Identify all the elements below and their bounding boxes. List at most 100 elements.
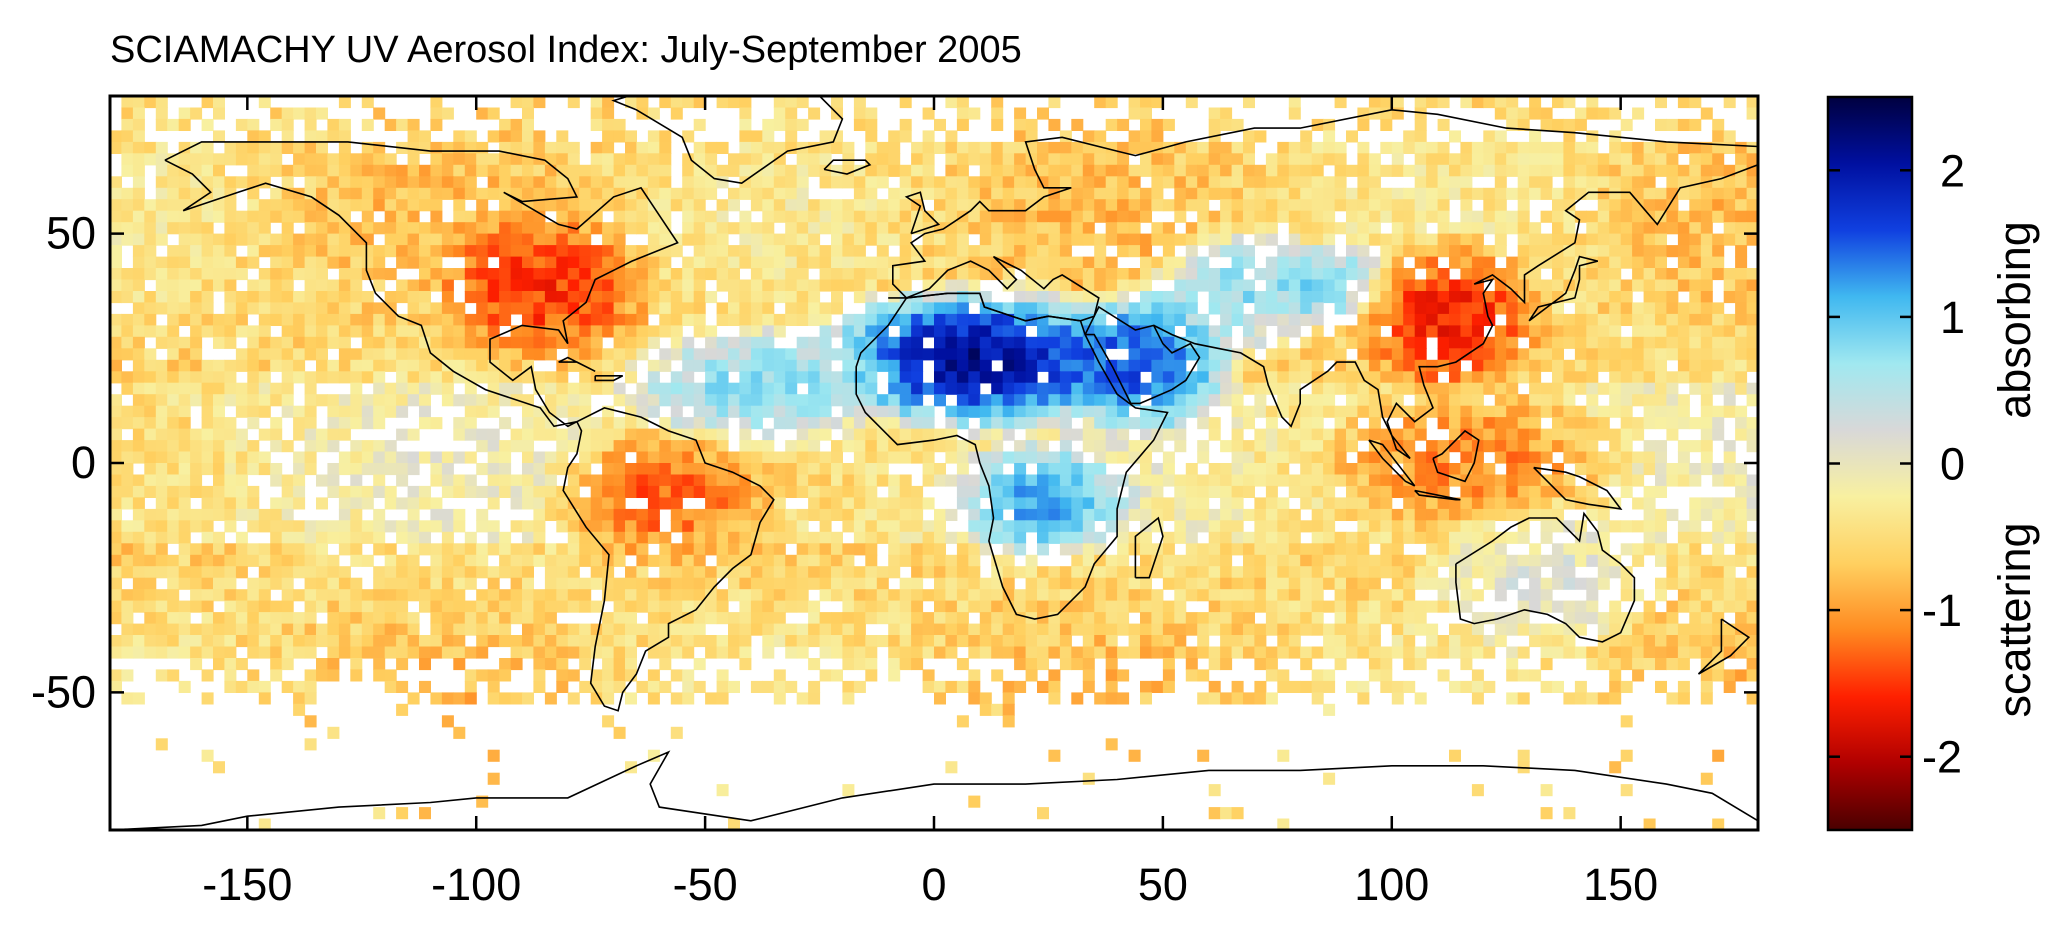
heat-cell	[1174, 210, 1187, 223]
heat-cell	[750, 359, 763, 372]
heat-cell	[293, 428, 306, 441]
heat-cell	[190, 279, 203, 292]
heat-cell	[808, 141, 821, 154]
heat-cell	[1735, 428, 1748, 441]
heat-cell	[1586, 325, 1599, 338]
heat-cell	[132, 325, 145, 338]
heat-cell	[1643, 508, 1656, 521]
heat-cell	[1414, 153, 1427, 166]
heat-cell	[1449, 130, 1461, 143]
heat-cell	[224, 245, 237, 258]
heat-cell	[155, 566, 168, 579]
heat-cell	[1540, 520, 1553, 533]
heat-cell	[1094, 291, 1107, 304]
heat-cell	[1391, 222, 1404, 235]
heat-cell	[1094, 199, 1107, 212]
heat-cell	[1517, 245, 1530, 258]
heat-cell	[247, 256, 260, 269]
heat-cell	[453, 130, 466, 143]
heat-cell	[968, 371, 981, 384]
heat-cell	[1380, 566, 1393, 579]
heat-cell	[350, 371, 363, 384]
heat-cell	[739, 417, 752, 430]
heat-cell	[201, 405, 214, 418]
heat-cell	[1311, 417, 1324, 430]
heat-cell	[1609, 451, 1622, 464]
heat-cell	[556, 210, 569, 223]
heat-cell	[842, 313, 855, 326]
heat-cell	[1300, 554, 1313, 567]
heat-cell	[1563, 336, 1576, 349]
heat-cell	[544, 176, 557, 189]
heat-cell	[338, 187, 351, 200]
heat-cell	[338, 210, 351, 223]
heat-cell	[819, 130, 832, 143]
heat-cell	[281, 508, 294, 521]
heat-cell	[1460, 566, 1473, 579]
heat-cell	[476, 153, 489, 166]
heat-cell	[235, 463, 248, 476]
heat-cell	[316, 210, 328, 223]
heat-cell	[487, 325, 500, 338]
heat-cell	[1208, 485, 1221, 498]
heat-cell	[1185, 164, 1198, 177]
heat-cell	[155, 428, 168, 441]
heat-cell	[728, 187, 740, 200]
heat-cell	[956, 141, 969, 154]
heat-cell	[602, 428, 615, 441]
heat-cell	[430, 313, 443, 326]
heat-cell	[1334, 291, 1347, 304]
heat-cell	[1712, 531, 1725, 544]
heat-cell	[865, 394, 878, 407]
heat-cell	[693, 428, 706, 441]
heat-cell	[876, 164, 889, 177]
heat-cell	[258, 336, 271, 349]
heat-cell	[419, 566, 431, 579]
heat-cell	[258, 382, 271, 395]
heat-cell	[716, 485, 729, 498]
heat-cell	[888, 543, 901, 556]
heat-cell	[1403, 313, 1416, 326]
heat-cell	[304, 130, 317, 143]
heat-cell	[899, 520, 912, 533]
heat-cell	[876, 451, 889, 464]
heat-cell	[1735, 382, 1748, 395]
heat-cell	[201, 485, 214, 498]
heat-cell	[1552, 164, 1564, 177]
heat-cell	[178, 107, 191, 120]
heat-cell	[865, 520, 878, 533]
heat-cell	[1357, 325, 1370, 338]
heat-cell	[384, 153, 397, 166]
heat-cell	[819, 428, 832, 441]
heat-cell	[407, 451, 420, 464]
heat-cell	[1620, 210, 1633, 223]
heat-cell	[190, 382, 203, 395]
heat-cell	[1174, 554, 1187, 567]
heat-cell	[1746, 313, 1758, 326]
heat-cell	[1002, 566, 1015, 579]
heat-cell	[1380, 141, 1393, 154]
heat-cell	[636, 405, 649, 418]
heat-cell	[762, 268, 775, 281]
heat-cell	[1632, 520, 1645, 533]
heat-cell	[1185, 199, 1198, 212]
heat-cell	[1460, 187, 1473, 200]
heat-cell	[1449, 463, 1461, 476]
heat-cell	[1094, 130, 1107, 143]
heat-cell	[1071, 176, 1084, 189]
heat-cell	[1620, 245, 1633, 258]
heat-cell	[384, 233, 397, 246]
heat-cell	[1632, 554, 1645, 567]
heat-cell	[1666, 428, 1679, 441]
heat-cell	[235, 440, 248, 453]
heat-cell	[1082, 359, 1095, 372]
heat-cell	[407, 394, 420, 407]
heat-cell	[1128, 279, 1141, 292]
heat-cell	[1037, 141, 1049, 154]
heat-cell	[1037, 566, 1049, 579]
heat-cell	[625, 291, 637, 304]
heat-cell	[1460, 508, 1473, 521]
heat-cell	[739, 394, 752, 407]
heat-cell	[522, 268, 534, 281]
